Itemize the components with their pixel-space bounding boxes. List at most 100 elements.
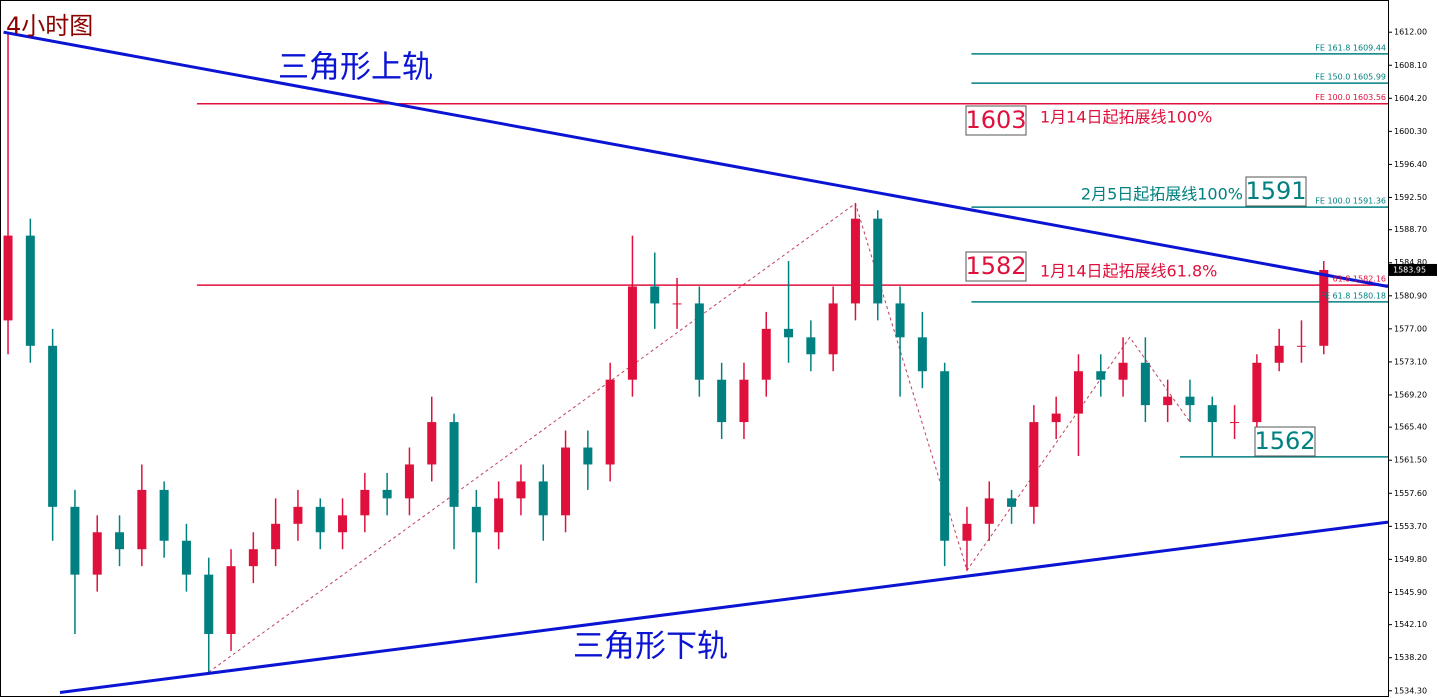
level-label: FE 150.0 1605.99 [1315, 73, 1386, 82]
candle-body [115, 532, 125, 550]
y-tick-label: 1534.30 [1394, 686, 1427, 695]
candle-body [873, 218, 883, 304]
candle-body [1252, 362, 1262, 423]
y-tick-label: 1588.70 [1394, 225, 1427, 234]
candle-body [137, 489, 147, 550]
candle-body [1163, 396, 1173, 406]
candle-body [449, 422, 459, 507]
candle-body [739, 379, 749, 423]
candle-body [1319, 269, 1329, 346]
candle-body [561, 447, 571, 516]
candle-body [828, 303, 838, 355]
candle-body [940, 371, 950, 541]
y-tick-label: 1577.00 [1394, 324, 1427, 333]
candle-body [1274, 345, 1284, 363]
candle-body [962, 523, 972, 541]
candle-body [92, 532, 102, 575]
candle-body [806, 337, 816, 355]
candle-body [1207, 405, 1217, 423]
candle-body [1073, 371, 1083, 414]
candle-body [583, 447, 593, 465]
chart-title: 4小时图 [6, 12, 93, 40]
candle-body [226, 566, 236, 634]
candle-body [271, 523, 281, 550]
candle-body [784, 328, 794, 338]
candle-body [538, 481, 548, 516]
annotation: 1562 [1254, 427, 1315, 455]
candle-body [1230, 422, 1240, 424]
candle-body [315, 506, 325, 533]
y-tick-label: 1608.10 [1394, 61, 1427, 70]
candle-body [248, 549, 258, 567]
annotation: 1582 [965, 252, 1026, 280]
candle-body [48, 345, 58, 507]
candle-body [427, 422, 437, 465]
annotation: 2月5日起拓展线100% [1081, 185, 1243, 204]
candle-body [1029, 422, 1039, 507]
y-tick-label: 1584.80 [1394, 258, 1427, 267]
level-label: 61.8 1582.16 [1333, 275, 1386, 284]
y-tick-label: 1592.50 [1394, 193, 1427, 202]
candle-body [694, 303, 704, 380]
candle-body [1296, 345, 1306, 347]
candle-body [917, 337, 927, 372]
candle-body [895, 303, 905, 338]
annotation: 1月14日起拓展线100% [1040, 108, 1212, 127]
label-box [1245, 176, 1307, 207]
y-tick-label: 1569.20 [1394, 390, 1427, 399]
y-tick-label: 1596.40 [1394, 160, 1427, 169]
candle-body [159, 489, 169, 541]
candle-body [382, 489, 392, 499]
candle-body [293, 506, 303, 524]
label-box [965, 105, 1027, 136]
candle-body [360, 489, 370, 516]
annotation: 1591 [1245, 177, 1306, 205]
candle-body [984, 498, 994, 524]
y-tick-label: 1553.70 [1394, 522, 1427, 531]
label-box [965, 251, 1027, 282]
level-label: FE 100.0 1603.56 [1315, 93, 1386, 102]
candle-body [672, 303, 682, 305]
y-tick-label: 1604.20 [1394, 94, 1427, 103]
trendline [3, 30, 1389, 288]
label-box [1254, 426, 1316, 457]
candle-body [605, 379, 615, 465]
candle-body [70, 506, 80, 575]
candle-body [1007, 498, 1017, 507]
price-tag [1389, 263, 1437, 276]
y-tick-label: 1573.10 [1394, 357, 1427, 366]
candle-body [181, 540, 191, 575]
level-label: FE 100.0 1591.36 [1315, 197, 1386, 206]
candle-body [717, 379, 727, 423]
candle-body [650, 286, 660, 304]
price-tag-label: 1583.95 [1393, 265, 1426, 274]
y-tick-label: 1538.20 [1394, 653, 1427, 662]
candle-body [25, 235, 35, 346]
annotation: 三角形下轨 [573, 629, 728, 665]
candle-body [627, 286, 637, 380]
annotation: 1月14日起拓展线61.8% [1040, 262, 1217, 281]
candle-body [1096, 371, 1106, 380]
y-tick-label: 1612.00 [1394, 28, 1427, 37]
candle-body [850, 218, 860, 304]
candle-body [1118, 362, 1128, 380]
candle-body [204, 574, 214, 634]
candle-body [1140, 362, 1150, 406]
y-tick-label: 1565.40 [1394, 423, 1427, 432]
candle-body [471, 506, 481, 533]
y-tick-label: 1561.50 [1394, 456, 1427, 465]
annotation: 三角形上轨 [278, 50, 433, 86]
y-tick-label: 1580.90 [1394, 291, 1427, 300]
candle-body [338, 515, 348, 533]
y-tick-label: 1549.80 [1394, 555, 1427, 564]
y-tick-label: 1545.90 [1394, 588, 1427, 597]
candle-body [1185, 396, 1195, 406]
y-tick-label: 1557.60 [1394, 489, 1427, 498]
candle-body [516, 481, 526, 499]
y-tick-label: 1600.30 [1394, 127, 1427, 136]
level-label: FE 161.8 1609.44 [1315, 43, 1386, 52]
candle-body [3, 235, 13, 321]
level-label: FE 61.8 1580.18 [1320, 291, 1386, 300]
candle-body [1051, 413, 1061, 423]
